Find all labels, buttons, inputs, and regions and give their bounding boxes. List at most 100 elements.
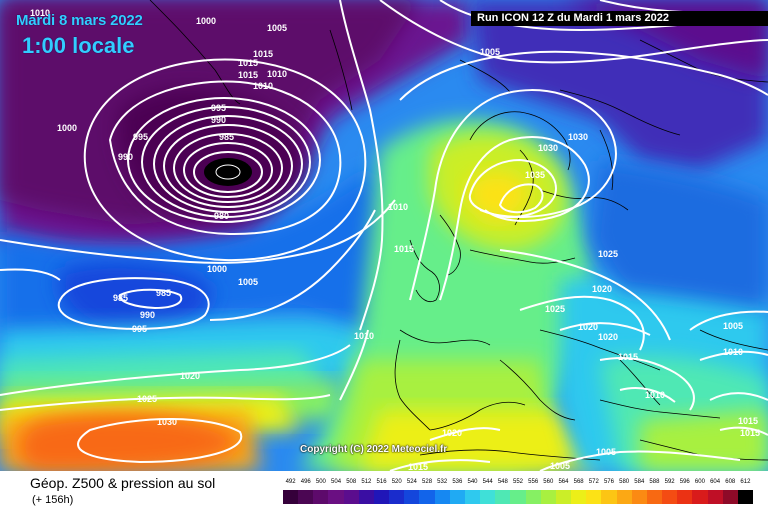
legend-tick-label: 540 (467, 479, 478, 485)
legend-swatch (525, 490, 542, 504)
legend-tick-label: 504 (331, 479, 342, 485)
legend-tick-label: 568 (573, 479, 584, 485)
color-legend (283, 490, 754, 504)
isobar-label: 990 (118, 152, 133, 162)
isobar-label: 1010 (388, 202, 408, 212)
forecast-map: 1010 1005 1015 1015 1015 1010 1010 1000 … (0, 0, 768, 471)
legend-tick-row: 492 496 500 504 508 512 516 520 524 528 532 536 540 5… (283, 479, 753, 488)
legend-swatch (677, 490, 693, 504)
isobar-label: 1020 (180, 371, 200, 381)
legend-tick-label: 604 (710, 479, 721, 485)
legend-tick-label: 492 (285, 479, 296, 485)
legend-tick-label: 576 (603, 479, 614, 485)
isobar-label: 1005 (596, 447, 616, 457)
legend-swatch (373, 490, 390, 504)
legend-swatch (586, 490, 602, 504)
legend-swatch (449, 490, 466, 504)
legend-tick-label: 596 (679, 479, 690, 485)
legend-swatch (707, 490, 724, 504)
legend-tick-label: 536 (452, 479, 463, 485)
legend-swatch (571, 490, 587, 504)
legend-swatch (358, 490, 375, 504)
legend-swatch (313, 490, 329, 504)
isobar-label: 1030 (538, 143, 558, 153)
legend-tick-label: 544 (482, 479, 493, 485)
isobar-label: 1010 (645, 390, 665, 400)
legend-swatch (495, 490, 511, 504)
isobar-label: 1010 (253, 81, 273, 91)
isobar-label: 1030 (568, 132, 588, 142)
legend-tick-label: 556 (528, 479, 539, 485)
legend-swatch (616, 490, 633, 504)
isobar-label: 1020 (598, 332, 618, 342)
geopotential-pressure-map: 1010 1005 1015 1015 1015 1010 1010 1000 … (0, 0, 768, 471)
isobar-label: 1010 (354, 331, 374, 341)
legend-swatch (662, 490, 678, 504)
isobar-label: 995 (211, 103, 226, 113)
isobar-label: 980 (214, 211, 229, 221)
isobar-label: 1000 (57, 123, 77, 133)
isobar-label: 1005 (550, 461, 570, 471)
isobar-label: 1000 (207, 264, 227, 274)
isobar-label: 1015 (618, 352, 638, 362)
legend-swatch (480, 490, 496, 504)
isobar-label: 995 (133, 132, 148, 142)
legend-tick-label: 532 (437, 479, 448, 485)
isobar-label: 1010 (30, 8, 50, 18)
isobar-label: 1005 (480, 47, 500, 57)
isobar-label: 1015 (738, 416, 758, 426)
legend-swatch (631, 490, 648, 504)
legend-swatch (464, 490, 481, 504)
low-pressure-core (204, 158, 252, 186)
isobar-label: 990 (211, 115, 226, 125)
legend-swatch (510, 490, 527, 504)
isobar-label: 1000 (196, 16, 216, 26)
legend-tick-label: 496 (300, 479, 311, 485)
legend-tick-label: 584 (634, 479, 645, 485)
legend-swatch (646, 490, 663, 504)
legend-swatch (389, 490, 405, 504)
legend-tick-label: 572 (588, 479, 599, 485)
isobar-label: 1015 (238, 70, 258, 80)
legend-tick-label: 560 (543, 479, 554, 485)
legend-tick-label: 612 (740, 479, 751, 485)
legend-tick-label: 580 (619, 479, 630, 485)
legend-tick-label: 500 (315, 479, 326, 485)
legend-tick-label: 524 (406, 479, 417, 485)
legend-swatch (298, 490, 314, 504)
legend-swatch (328, 490, 345, 504)
legend-swatch (555, 490, 572, 504)
isobar-label: 985 (219, 132, 234, 142)
isobar-label: 1020 (578, 322, 598, 332)
isobar-label: 1010 (267, 69, 287, 79)
legend-swatch (404, 490, 420, 504)
run-info: Run ICON 12 Z du Mardi 1 mars 2022 (471, 11, 768, 26)
isobar-label: 1015 (408, 462, 428, 471)
legend-swatch (434, 490, 451, 504)
isobar-label: 1015 (740, 428, 760, 438)
map-title: Géop. Z500 & pression au sol (30, 475, 216, 491)
legend-swatch (692, 490, 708, 504)
coastlines (149, 0, 768, 461)
legend-swatch (540, 490, 557, 504)
isobar-label: 1030 (157, 417, 177, 427)
isobar-label: 1015 (253, 49, 273, 59)
legend-tick-label: 508 (346, 479, 357, 485)
forecast-hour: (+ 156h) (32, 494, 74, 506)
legend-tick-label: 548 (497, 479, 508, 485)
legend-swatch (419, 490, 436, 504)
legend-tick-label: 600 (694, 479, 705, 485)
legend-swatch (283, 490, 299, 504)
isobar-label: 985 (156, 288, 171, 298)
legend-swatch (343, 490, 360, 504)
isobar-label: 1005 (723, 321, 743, 331)
isobar-label: 990 (140, 310, 155, 320)
isobar-label: 1025 (137, 394, 157, 404)
isobar-label: 1005 (267, 23, 287, 33)
isobar-label: 1020 (592, 284, 612, 294)
isobar-label: 985 (113, 293, 128, 303)
isobar-label: 995 (132, 324, 147, 334)
legend-tick-label: 592 (664, 479, 675, 485)
copyright: Copyright (C) 2022 Meteociel.fr (300, 444, 448, 455)
isobar-label: 1020 (442, 428, 462, 438)
